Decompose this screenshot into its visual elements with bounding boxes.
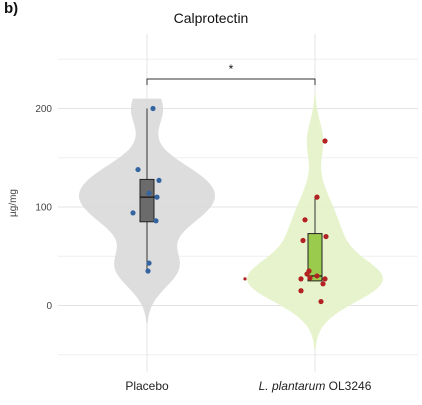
y-tick-label: 100 — [35, 203, 52, 214]
data-point — [304, 271, 310, 277]
data-point — [154, 194, 160, 200]
box-layer — [139, 108, 323, 282]
data-point — [146, 260, 152, 266]
data-point — [307, 275, 313, 281]
y-tick-label: 200 — [35, 104, 52, 115]
data-point — [145, 268, 151, 274]
y-tick-label: 0 — [46, 301, 52, 312]
chart-title: Calprotectin — [173, 10, 249, 26]
data-point — [150, 105, 156, 112]
data-point — [302, 217, 308, 223]
data-point — [318, 298, 324, 305]
violin-layer — [79, 93, 383, 350]
data-point — [322, 138, 328, 144]
box-iqr — [139, 178, 155, 223]
data-point — [300, 237, 306, 244]
data-point — [130, 210, 136, 216]
y-axis-label: µg/mg — [8, 189, 19, 217]
significance-star: * — [229, 62, 234, 76]
x-category-label: Placebo — [125, 379, 169, 393]
data-point — [314, 194, 320, 200]
box-iqr — [307, 233, 323, 282]
data-point — [146, 190, 152, 196]
x-category-label: L. plantarum OL3246 — [259, 379, 372, 393]
data-point — [298, 288, 304, 294]
panel-label: b) — [4, 0, 19, 17]
significance-bracket: * — [146, 62, 316, 85]
data-point — [156, 177, 162, 184]
data-point — [322, 276, 328, 282]
data-point — [320, 281, 326, 287]
significance-line — [146, 78, 316, 85]
data-point — [314, 273, 320, 279]
data-point — [135, 166, 141, 173]
data-point — [323, 233, 329, 240]
point-layer — [130, 105, 329, 305]
data-point — [153, 218, 159, 224]
axis-layer: 0 100 200 µg/mg Placebo L. plantarum OL3246 — [8, 104, 372, 393]
data-point — [298, 276, 304, 282]
data-point — [243, 277, 247, 281]
